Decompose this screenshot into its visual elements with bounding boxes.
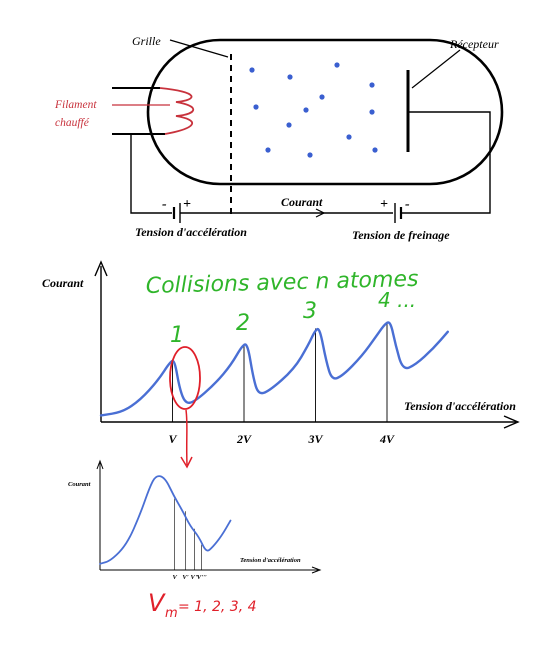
x-tick-label: 3V: [307, 432, 323, 446]
atom-dot: [265, 147, 271, 153]
receiver-pointer: [411, 49, 461, 89]
accel-minus-sign: -: [162, 197, 167, 212]
x-tick-label: V: [173, 574, 178, 581]
series-line: [99, 321, 449, 417]
atom-dot: [369, 82, 375, 88]
zoom-arrowhead: [180, 456, 193, 469]
x-tick-label: V': [182, 574, 188, 581]
zoom-arrow: [185, 409, 188, 466]
main-x-axis-arrowhead: [503, 415, 520, 429]
zoom-y-label: Courant: [68, 481, 91, 488]
zoom-y-axis-arrowhead: [96, 459, 104, 470]
x-tick-label: 4V: [379, 432, 395, 446]
atom-dot: [334, 62, 340, 68]
peak-1-circle: [169, 346, 201, 410]
atom-dot: [253, 104, 259, 110]
atom-dot: [286, 122, 292, 128]
x-tick-label: V: [168, 432, 177, 446]
grid-label: Grille: [132, 34, 161, 48]
circuit-right: [401, 111, 491, 214]
brake-minus-sign: -: [405, 197, 410, 212]
accel-voltage-label: Tension d'accélération: [135, 225, 247, 239]
peak-3-number: 3: [303, 299, 317, 324]
atom-dot: [303, 107, 309, 113]
receiver-label: Récepteur: [449, 37, 499, 51]
accel-plus-sign: +: [183, 197, 191, 212]
circuit-left: [130, 134, 172, 214]
filament-coil: [159, 87, 195, 135]
main-y-label: Courant: [42, 276, 84, 290]
main-x-label: Tension d'accélération: [404, 399, 516, 413]
x-tick-label: V''': [197, 574, 207, 581]
atom-dot: [372, 147, 378, 153]
peak-1-number: 1: [170, 323, 184, 348]
series-line: [99, 475, 232, 565]
peak-4-number: 4 ...: [378, 288, 416, 312]
brake-plus-sign: +: [380, 197, 388, 212]
main-chart: Courant Tension d'accélération V 2V 3V 4V: [42, 260, 520, 446]
atom-dot: [307, 152, 313, 158]
filament-label-line2: chauffé: [55, 117, 90, 129]
tube-diagram: Grille Récepteur Filament chauffé Couran…: [54, 34, 504, 242]
x-tick-label: V": [191, 574, 199, 581]
zoom-x-label: Tension d'accélération: [240, 557, 301, 564]
atom-dot: [369, 109, 375, 115]
zoom-x-axis-arrowhead: [311, 566, 322, 574]
main-chart-marks: V 2V 3V 4V: [99, 321, 449, 446]
braking-voltage-label: Tension de freinage: [352, 228, 450, 242]
formula-subscript: m: [165, 606, 178, 621]
peak-2-number: 2: [236, 311, 250, 336]
x-tick-label: 2V: [236, 432, 252, 446]
atom-dot: [346, 134, 352, 140]
current-arrow: [315, 208, 326, 218]
formula-v: V: [148, 589, 166, 617]
atom-dot: [287, 74, 293, 80]
atom-dot: [319, 94, 325, 100]
handwritten-notes: Collisions avec n atomes 1 2 3 4 ... V m…: [146, 267, 419, 621]
formula-values: = 1, 2, 3, 4: [178, 599, 257, 615]
atom-dot: [249, 67, 255, 73]
filament-label-line1: Filament: [54, 99, 97, 111]
current-label: Courant: [281, 195, 323, 209]
zoom-chart: Courant Tension d'accélération V V' V"V''': [68, 459, 322, 581]
grid-pointer: [169, 39, 229, 58]
tube-envelope: [146, 38, 504, 186]
main-y-axis-arrowhead: [94, 260, 108, 277]
zoom-chart-marks: V V' V"V''': [99, 475, 232, 581]
gas-atoms: [249, 62, 378, 158]
